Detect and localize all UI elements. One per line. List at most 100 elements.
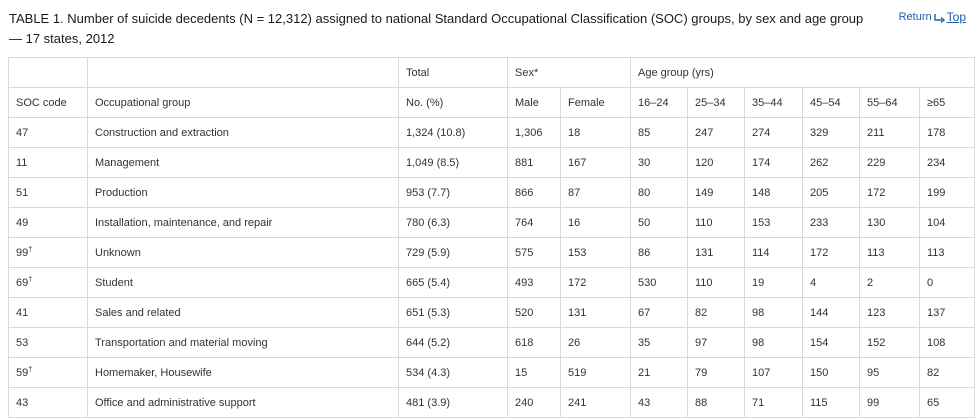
age-cell: 114 <box>744 237 803 268</box>
male-cell: 240 <box>507 387 561 418</box>
total-cell: 481 (3.9) <box>398 387 508 418</box>
header-total: Total <box>398 57 508 88</box>
female-cell: 26 <box>560 327 631 358</box>
female-cell: 519 <box>560 357 631 388</box>
header-age-25-34: 25–34 <box>687 87 745 118</box>
age-cell: 150 <box>802 357 860 388</box>
soc-code-value: 41 <box>16 306 29 319</box>
header-empty-cell <box>8 57 88 88</box>
age-cell: 82 <box>919 357 975 388</box>
occupational-group-cell: Transportation and material moving <box>87 327 399 358</box>
header-no-pct: No. (%) <box>398 87 508 118</box>
male-cell: 866 <box>507 177 561 208</box>
soc-code-value: 99 <box>16 246 29 259</box>
age-cell: 233 <box>802 207 860 238</box>
age-cell: 19 <box>744 267 803 298</box>
table-row: 51 Production 953 (7.7) 866 87 80 149 148 205 172… <box>8 177 975 208</box>
age-cell: 85 <box>630 117 688 148</box>
age-cell: 71 <box>744 387 803 418</box>
age-cell: 115 <box>802 387 860 418</box>
header-occupational-group: Occupational group <box>87 87 399 118</box>
table-row: 59† Homemaker, Housewife 534 (4.3) 15 519 21 7… <box>8 357 975 388</box>
occupational-group-cell: Construction and extraction <box>87 117 399 148</box>
age-cell: 211 <box>859 117 920 148</box>
age-cell: 178 <box>919 117 975 148</box>
age-cell: 530 <box>630 267 688 298</box>
age-cell: 154 <box>802 327 860 358</box>
age-cell: 79 <box>687 357 745 388</box>
soc-code-cell: 41 <box>8 297 88 328</box>
age-cell: 137 <box>919 297 975 328</box>
female-cell: 131 <box>560 297 631 328</box>
age-cell: 172 <box>859 177 920 208</box>
age-cell: 43 <box>630 387 688 418</box>
male-cell: 764 <box>507 207 561 238</box>
table-row: 53 Transportation and material moving 644 … <box>8 327 975 358</box>
occupational-group-cell: Installation, maintenance, and repair <box>87 207 399 238</box>
male-cell: 618 <box>507 327 561 358</box>
age-cell: 262 <box>802 147 860 178</box>
age-cell: 172 <box>802 237 860 268</box>
age-cell: 108 <box>919 327 975 358</box>
age-cell: 86 <box>630 237 688 268</box>
soc-code-value: 51 <box>16 186 29 199</box>
header-age-45-54: 45–54 <box>802 87 860 118</box>
soc-code-cell: 53 <box>8 327 88 358</box>
soc-code-value: 11 <box>16 156 28 169</box>
soc-code-cell: 47 <box>8 117 88 148</box>
table-row: 69† Student 665 (5.4) 493 172 530 110 19 4 2 0 <box>8 267 975 298</box>
age-cell: 82 <box>687 297 745 328</box>
age-cell: 95 <box>859 357 920 388</box>
total-cell: 534 (4.3) <box>398 357 508 388</box>
total-cell: 780 (6.3) <box>398 207 508 238</box>
age-cell: 30 <box>630 147 688 178</box>
male-cell: 881 <box>507 147 561 178</box>
header-age-35-44: 35–44 <box>744 87 803 118</box>
age-cell: 107 <box>744 357 803 388</box>
return-label[interactable]: Return <box>898 11 932 23</box>
age-cell: 274 <box>744 117 803 148</box>
age-cell: 148 <box>744 177 803 208</box>
occupational-group-cell: Production <box>87 177 399 208</box>
soc-code-cell: 49 <box>8 207 88 238</box>
occupational-group-cell: Sales and related <box>87 297 399 328</box>
age-cell: 113 <box>859 237 920 268</box>
male-cell: 15 <box>507 357 561 388</box>
soc-code-value: 47 <box>16 126 29 139</box>
occupational-group-cell: Student <box>87 267 399 298</box>
top-link[interactable]: Top <box>946 10 966 24</box>
header-sex: Sex* <box>507 57 631 88</box>
data-table: Total Sex* Age group (yrs) SOC code Occu… <box>8 57 975 418</box>
age-cell: 123 <box>859 297 920 328</box>
female-cell: 172 <box>560 267 631 298</box>
soc-code-value: 53 <box>16 336 29 349</box>
female-cell: 241 <box>560 387 631 418</box>
header-row-bottom: SOC code Occupational group No. (%) Male… <box>8 87 975 118</box>
header-age-55-64: 55–64 <box>859 87 920 118</box>
age-cell: 131 <box>687 237 745 268</box>
total-cell: 644 (5.2) <box>398 327 508 358</box>
age-cell: 104 <box>919 207 975 238</box>
age-cell: 120 <box>687 147 745 178</box>
soc-code-value: 49 <box>16 216 29 229</box>
table-row: 49 Installation, maintenance, and repair 7… <box>8 207 975 238</box>
female-cell: 18 <box>560 117 631 148</box>
female-cell: 16 <box>560 207 631 238</box>
header-female: Female <box>560 87 631 118</box>
return-to-top[interactable]: Return Top <box>899 10 966 24</box>
table-row: 99† Unknown 729 (5.9) 575 153 86 131 114 172 113 1… <box>8 237 975 268</box>
male-cell: 520 <box>507 297 561 328</box>
age-cell: 0 <box>919 267 975 298</box>
header-age-16-24: 16–24 <box>630 87 688 118</box>
age-cell: 21 <box>630 357 688 388</box>
soc-code-value: 69 <box>16 276 29 289</box>
table-row: 43 Office and administrative support 481 (… <box>8 387 975 418</box>
return-arrow-icon[interactable] <box>933 11 946 24</box>
occupational-group-cell: Management <box>87 147 399 178</box>
age-cell: 205 <box>802 177 860 208</box>
age-cell: 80 <box>630 177 688 208</box>
header-row-top: Total Sex* Age group (yrs) <box>8 57 975 88</box>
total-cell: 1,049 (8.5) <box>398 147 508 178</box>
total-cell: 665 (5.4) <box>398 267 508 298</box>
age-cell: 174 <box>744 147 803 178</box>
